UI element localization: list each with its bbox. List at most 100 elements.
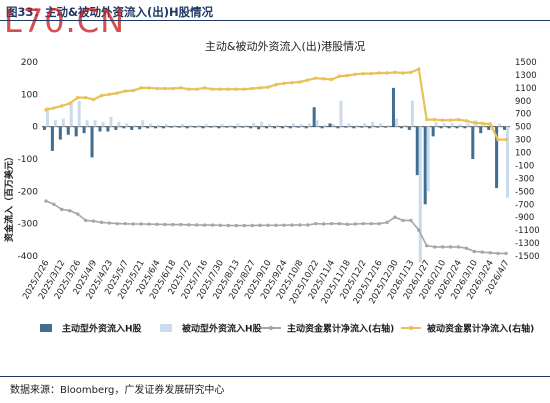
point-active-cumulative — [488, 251, 492, 255]
point-active-cumulative — [353, 222, 358, 226]
point-passive-cumulative — [306, 78, 310, 82]
bar-active — [138, 126, 142, 130]
point-active-cumulative — [417, 228, 421, 232]
legend-active-bar-label: 主动型外资流入H股 — [62, 323, 143, 335]
point-passive-cumulative — [313, 76, 318, 80]
point-active-cumulative — [464, 246, 469, 250]
bar-active — [272, 126, 276, 129]
bar-active — [82, 126, 86, 134]
y2-tick-label: 100 — [515, 149, 531, 159]
bar-passive — [268, 124, 272, 127]
bar-passive — [172, 125, 176, 127]
bar-active — [423, 126, 427, 205]
bar-active — [344, 126, 348, 128]
bar-passive — [260, 121, 264, 127]
point-active-cumulative — [448, 245, 453, 249]
y2-tick-label: -1100 — [515, 226, 540, 236]
point-passive-cumulative — [345, 73, 350, 78]
point-passive-cumulative — [496, 137, 500, 142]
point-active-cumulative — [456, 245, 461, 249]
bar-active — [463, 126, 467, 129]
bar-passive — [149, 123, 153, 127]
point-passive-cumulative — [68, 101, 72, 106]
point-passive-cumulative — [91, 97, 96, 102]
bar-active — [336, 126, 340, 129]
point-passive-cumulative — [115, 91, 120, 95]
point-passive-cumulative — [401, 71, 405, 75]
y-axis-label: 资金流入（百万美元） — [3, 152, 15, 242]
y2-tick-label: -1500 — [515, 252, 540, 262]
lines — [44, 67, 508, 256]
point-passive-cumulative — [44, 108, 48, 112]
point-active-cumulative — [409, 218, 413, 223]
point-active-cumulative — [298, 223, 302, 227]
point-active-cumulative — [321, 222, 326, 226]
point-active-cumulative — [83, 218, 88, 223]
bar-active — [50, 126, 54, 151]
point-passive-cumulative — [250, 86, 254, 91]
point-passive-cumulative — [202, 86, 207, 90]
point-active-cumulative — [226, 223, 231, 228]
point-active-cumulative — [306, 223, 310, 227]
bar-passive — [236, 123, 240, 127]
chart: 主动&被动外资流入(出)港股情况 资金流入（百万美元） -400 -300 -200… — [3, 39, 540, 335]
legend-passive-line-label: 被动资金累计净流入(右轴) — [427, 323, 534, 335]
bar-passive — [252, 122, 256, 127]
chart-title: 主动&被动外资流入(出)港股情况 — [205, 39, 365, 53]
point-passive-cumulative — [107, 92, 112, 97]
bar-active — [265, 126, 269, 129]
legend-active-line-label: 主动资金累计净流入(右轴) — [287, 323, 394, 335]
point-active-cumulative — [91, 219, 96, 223]
point-passive-cumulative — [258, 86, 262, 90]
bar-active — [368, 126, 372, 129]
bar-active — [296, 126, 300, 128]
y2-tick-label: 300 — [515, 136, 531, 146]
bar-passive — [196, 125, 200, 127]
bar-active — [288, 126, 292, 129]
y2-tick-label: 1100 — [515, 84, 537, 94]
point-active-cumulative — [290, 223, 294, 227]
bar-passive — [133, 125, 137, 127]
bar-passive — [498, 123, 502, 127]
bar-active — [209, 126, 213, 128]
bar-active — [391, 87, 395, 127]
watermark: L70.CN — [4, 2, 125, 40]
point-active-cumulative — [472, 249, 477, 254]
point-active-cumulative — [234, 223, 239, 228]
y-tick-label: 100 — [21, 90, 38, 100]
bar-passive — [61, 118, 65, 127]
bar-passive — [458, 124, 462, 127]
point-active-cumulative — [401, 218, 405, 223]
bar-passive — [125, 123, 129, 127]
bar-passive — [299, 124, 303, 127]
y2-tick-label: 1500 — [515, 58, 537, 68]
point-active-cumulative — [44, 199, 48, 203]
point-active-cumulative — [163, 222, 167, 227]
point-active-cumulative — [99, 220, 104, 225]
legend: 主动型外资流入H股 被动型外资流入H股 主动资金累计净流入(右轴) 被动资金累计净流入… — [40, 323, 534, 335]
bar-active — [201, 126, 205, 129]
y-tick-label: 200 — [21, 58, 38, 68]
bar-passive — [291, 123, 295, 127]
bar-passive — [379, 123, 383, 127]
point-active-cumulative — [194, 223, 199, 227]
point-passive-cumulative — [123, 89, 127, 93]
bar-active — [130, 126, 134, 130]
y-tick-label: 0 — [32, 123, 38, 133]
bar-passive — [85, 120, 89, 127]
point-passive-cumulative — [298, 80, 302, 84]
bar-active — [384, 126, 388, 128]
bar-active — [312, 107, 316, 127]
point-active-cumulative — [377, 221, 381, 226]
point-active-cumulative — [250, 223, 254, 228]
bar-active — [154, 126, 158, 129]
point-active-cumulative — [432, 245, 437, 249]
y2-tick-label: -700 — [515, 200, 534, 210]
bar-active — [225, 126, 229, 128]
point-passive-cumulative — [369, 71, 373, 76]
point-passive-cumulative — [290, 80, 294, 85]
point-active-cumulative — [218, 223, 223, 227]
bar-active — [185, 126, 189, 129]
bar-passive — [157, 125, 161, 127]
point-passive-cumulative — [488, 122, 492, 126]
